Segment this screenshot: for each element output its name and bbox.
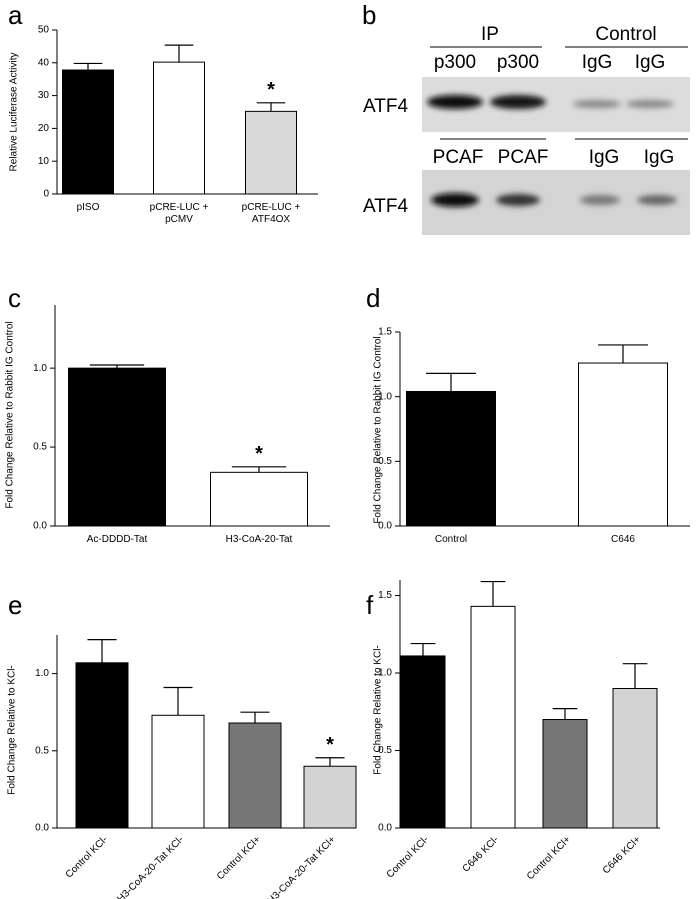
x-tick-label-box: pISO	[76, 202, 100, 213]
bar	[245, 110, 297, 195]
y-tick-label: 1.0	[378, 668, 392, 679]
lane-label: IgG	[589, 147, 620, 168]
lane-label: p300	[497, 52, 539, 73]
lane-label: p300	[434, 52, 476, 73]
y-tick-label: 10	[38, 156, 50, 167]
bar	[151, 714, 205, 829]
y-tick-label: 0.5	[378, 456, 392, 467]
row-label: ATF4	[363, 196, 408, 217]
lane-label: IgG	[644, 147, 675, 168]
bar	[62, 69, 114, 195]
annotation: *	[267, 79, 275, 101]
x-tick-label: pISO	[76, 202, 100, 213]
panel-letter: a	[8, 0, 23, 30]
bar	[228, 722, 282, 829]
y-tick-label: 30	[38, 90, 50, 101]
x-tick-label: H3-CoA-20-Tat KCl-	[115, 834, 186, 899]
y-tick-label: 0.5	[35, 745, 49, 756]
y-axis-label: Relative Luciferase Activity	[9, 53, 20, 172]
y-tick-label: 0.0	[378, 521, 392, 532]
annotation: *	[326, 734, 334, 756]
panel-letter: c	[8, 283, 21, 313]
blot-band	[626, 100, 674, 108]
y-tick-label: 50	[38, 25, 50, 36]
annotation: *	[255, 443, 263, 465]
panel-letter: d	[366, 283, 380, 313]
y-axis-label: Fold Change Relative to KCl-	[7, 665, 18, 795]
x-tick-label: Control KCl+	[215, 834, 263, 882]
y-tick-label: 1.0	[33, 363, 47, 374]
x-tick-label: pCRE-LUC + ATF4OX	[241, 202, 301, 225]
group-label: Control	[595, 24, 656, 45]
y-axis-label: Fold Change Relative to Rabbit IG Contro…	[373, 336, 384, 523]
y-tick-label: 20	[38, 123, 50, 134]
blot-band	[573, 100, 621, 108]
bar	[400, 655, 446, 829]
panel-letter: e	[8, 590, 22, 620]
y-tick-label: 0.0	[33, 521, 47, 532]
bar	[303, 765, 357, 829]
x-tick-label: Control	[434, 534, 468, 545]
x-tick-label: C646 KCl+	[601, 834, 643, 876]
x-tick-label: H3-CoA-20-Tat	[225, 534, 293, 545]
lane-label: IgG	[635, 52, 666, 73]
x-tick-label: H3-CoA-20-Tat KCl+	[266, 834, 339, 899]
bar	[153, 61, 205, 195]
x-tick-label: C646	[611, 534, 635, 545]
y-tick-label: 0.0	[378, 823, 392, 834]
y-tick-label: 1.0	[35, 668, 49, 679]
y-tick-label: 0.5	[378, 745, 392, 756]
bar	[75, 662, 129, 829]
blot-band	[490, 95, 546, 109]
blot-band	[431, 193, 479, 207]
y-axis-label: Fold Change Relative to Rabbit IG Contro…	[5, 321, 16, 508]
x-tick-label: Control KCl-	[64, 834, 110, 880]
panel-letter: b	[362, 0, 376, 30]
y-tick-label: 1.5	[378, 327, 392, 338]
lane-label: PCAF	[498, 147, 549, 168]
x-tick-label: pCRE-LUC + pCMV	[149, 202, 209, 225]
blot-band	[637, 195, 677, 205]
x-tick-label-box: Ac-DDDD-Tat	[86, 534, 148, 545]
y-tick-label: 1.5	[378, 590, 392, 601]
y-tick-label: 0.5	[33, 442, 47, 453]
bar	[578, 362, 668, 527]
y-tick-label: 1.0	[378, 391, 392, 402]
blot-band	[496, 194, 540, 206]
x-tick-label: Control KCl+	[525, 834, 573, 882]
y-tick-label: 0.0	[35, 823, 49, 834]
x-tick-label-box: pCRE-LUC + pCMV	[149, 202, 209, 225]
bar	[612, 688, 658, 829]
panel-letter: f	[366, 590, 374, 620]
lane-label: IgG	[582, 52, 613, 73]
x-tick-label-box: H3-CoA-20-Tat	[225, 534, 293, 545]
x-tick-label: Control KCl-	[385, 834, 431, 880]
x-tick-label: Ac-DDDD-Tat	[86, 534, 148, 545]
y-axis-label: Fold Change Relative to KCl-	[373, 645, 384, 775]
x-tick-label: C646 KCl-	[461, 834, 501, 874]
row-label: ATF4	[363, 96, 408, 117]
bar	[542, 719, 588, 829]
bar	[406, 390, 496, 527]
y-tick-label: 0	[43, 189, 49, 200]
bar	[210, 471, 308, 527]
x-tick-label-box: C646	[611, 534, 635, 545]
group-label: IP	[481, 24, 499, 45]
lane-label: PCAF	[433, 147, 484, 168]
blot-band	[580, 195, 620, 205]
x-tick-label-box: Control	[434, 534, 468, 545]
bar	[470, 605, 516, 829]
bar	[68, 367, 166, 527]
blot-band	[427, 95, 483, 109]
x-tick-label-box: pCRE-LUC + ATF4OX	[241, 202, 301, 225]
y-tick-label: 40	[38, 57, 50, 68]
